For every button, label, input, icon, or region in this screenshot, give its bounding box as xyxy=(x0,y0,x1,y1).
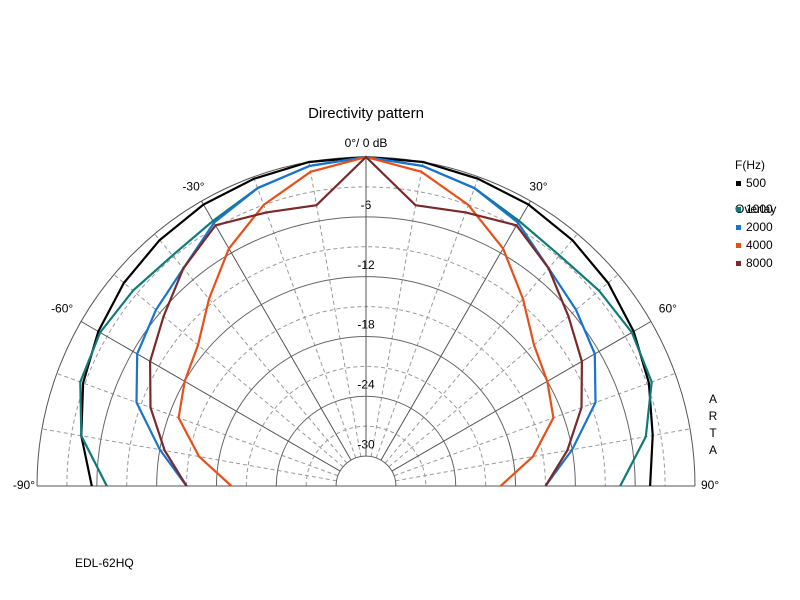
minor-spoke xyxy=(388,274,619,468)
theta-tick-label: 90° xyxy=(701,478,719,492)
ring xyxy=(335,455,397,487)
minor-ring xyxy=(245,365,487,487)
series-line xyxy=(148,155,584,487)
theta-tick-label: 0°/ 0 dB xyxy=(345,136,388,150)
minor-spoke xyxy=(370,161,424,457)
legend-label: 8000 xyxy=(746,256,773,270)
legend-title: Overlay xyxy=(735,202,776,216)
footer: EDL-62HQ xyxy=(75,556,134,570)
theta-tick-label: -30° xyxy=(182,179,204,193)
theta-tick-label: 30° xyxy=(529,179,547,193)
legend-label: 500 xyxy=(746,176,766,190)
legend-label: 4000 xyxy=(746,238,773,252)
minor-spoke xyxy=(375,176,479,459)
legend-swatch xyxy=(736,225,741,230)
legend-label: 2000 xyxy=(746,220,773,234)
minor-spoke xyxy=(393,373,676,477)
legend-swatch xyxy=(736,181,741,186)
spoke xyxy=(380,200,531,461)
spoke xyxy=(80,321,341,472)
minor-spoke xyxy=(384,233,578,464)
minor-spoke xyxy=(154,233,348,464)
chart-title: Directivity pattern xyxy=(308,105,424,122)
minor-spoke xyxy=(253,176,357,459)
minor-spoke xyxy=(41,428,337,482)
legend-swatch xyxy=(736,243,741,248)
theta-tick-label: 60° xyxy=(659,302,677,316)
minor-spoke xyxy=(113,274,344,468)
minor-spoke xyxy=(395,428,691,482)
theta-tick-label: -60° xyxy=(51,302,73,316)
minor-spoke xyxy=(308,161,362,457)
legend-swatch xyxy=(736,261,741,266)
legend-title: F(Hz) xyxy=(735,158,765,172)
spoke xyxy=(201,200,352,461)
minor-spoke xyxy=(56,373,339,477)
spoke xyxy=(391,321,652,472)
theta-tick-label: -90° xyxy=(13,478,35,492)
legend-label: 1000 xyxy=(746,202,773,216)
legend-swatch xyxy=(736,207,741,212)
